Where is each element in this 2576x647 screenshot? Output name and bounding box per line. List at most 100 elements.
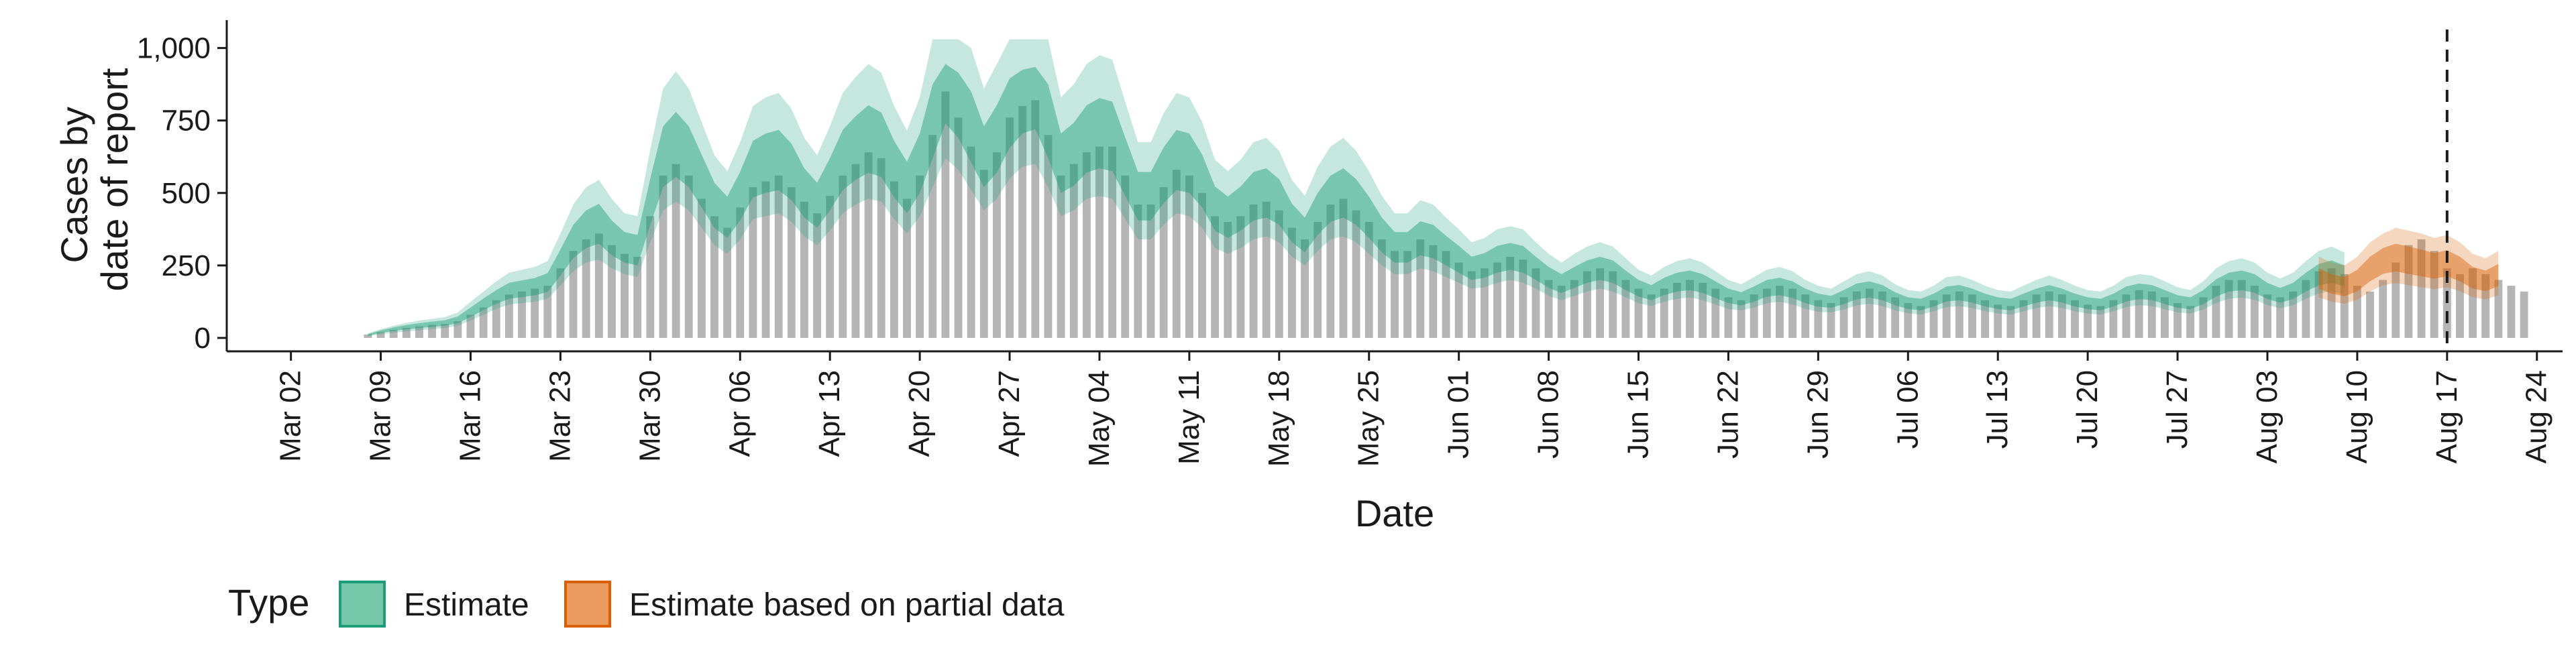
reported-case-bar <box>1596 268 1605 338</box>
reported-case-bar <box>684 175 693 338</box>
reported-case-bar <box>2237 280 2246 338</box>
reported-case-bar <box>723 227 732 338</box>
reported-case-bar <box>466 314 475 338</box>
x-tick-label: Mar 30 <box>633 370 666 462</box>
reported-case-bar <box>402 327 411 338</box>
reported-case-bar <box>1121 175 1130 338</box>
reported-case-bar <box>2096 306 2105 338</box>
estimate-outer-band <box>368 39 2345 337</box>
y-tick-label: 1,000 <box>137 32 211 65</box>
partial-estimate-outer-band <box>2318 227 2499 304</box>
reported-case-bar <box>1480 268 1489 338</box>
legend-label-estimate: Estimate <box>404 587 529 623</box>
reported-case-bar <box>1544 280 1553 338</box>
reported-case-bar <box>1082 152 1091 338</box>
reported-case-bar <box>2494 280 2503 338</box>
reported-case-bar <box>839 175 847 338</box>
reported-case-bar <box>2250 286 2259 338</box>
x-axis-title: Date <box>1355 492 1434 534</box>
reported-case-bar <box>979 170 988 338</box>
reported-case-bar <box>1737 300 1746 338</box>
y-axis-title-line-2: date of report <box>93 68 136 292</box>
y-tick-label: 0 <box>195 322 211 355</box>
reported-case-bar <box>864 152 873 338</box>
x-tick-label: May 04 <box>1083 370 1116 467</box>
reported-case-bar <box>672 164 680 339</box>
x-tick-label: Mar 23 <box>543 370 576 462</box>
reported-case-bar <box>389 329 398 338</box>
reported-case-bar <box>1827 303 1835 338</box>
bars-layer <box>364 91 2528 339</box>
legend: Type Estimate Estimate based on partial … <box>228 581 1065 628</box>
reported-case-bar <box>2456 274 2464 338</box>
reported-case-bar <box>1814 300 1823 338</box>
x-tick-label: Aug 17 <box>2430 370 2463 463</box>
reported-case-bar <box>608 245 616 338</box>
y-tick-label: 500 <box>162 177 211 210</box>
estimate-inner-band <box>368 64 2345 336</box>
reported-case-bar <box>415 326 423 338</box>
bands-layer <box>368 39 2499 337</box>
legend-label-partial-estimate: Estimate based on partial data <box>629 587 1065 623</box>
x-tick-label: May 18 <box>1263 370 1295 467</box>
reported-case-bar <box>492 300 500 338</box>
reported-case-bar <box>1711 288 1720 338</box>
reported-case-bar <box>1429 245 1438 338</box>
reported-case-bar <box>2507 286 2516 338</box>
reported-case-bar <box>2186 306 2195 338</box>
x-tick-label: Jul 13 <box>1981 370 2014 449</box>
reported-case-bar <box>1095 146 1104 338</box>
reported-case-bar <box>1839 297 1848 338</box>
reported-case-bar <box>710 216 718 338</box>
reported-case-bar <box>1403 251 1412 338</box>
reported-case-bar <box>1686 280 1694 338</box>
reported-case-bar <box>1031 100 1040 338</box>
x-tick-label: Apr 06 <box>723 370 756 457</box>
reported-case-bar <box>2340 274 2349 338</box>
reported-case-bar <box>967 146 975 338</box>
reported-case-bar <box>1288 227 1296 338</box>
reported-case-bar <box>1249 204 1258 338</box>
reported-case-bar <box>1519 259 1527 338</box>
reported-case-bar <box>1776 286 1784 338</box>
reported-case-bar <box>569 251 578 338</box>
reported-case-bar <box>697 198 706 338</box>
reported-case-bar <box>1955 291 1964 338</box>
reported-case-bar <box>2006 306 2015 338</box>
reported-case-bar <box>531 288 539 338</box>
reported-case-bar <box>1185 175 1193 338</box>
reported-case-bar <box>1211 216 1220 338</box>
x-tick-label: May 11 <box>1173 370 1205 465</box>
reported-case-bar <box>428 325 437 338</box>
x-tick-label: Apr 20 <box>903 370 936 457</box>
reported-case-bar <box>1134 204 1142 338</box>
reported-case-bar <box>2263 294 2271 338</box>
reported-case-bar <box>1801 294 1810 338</box>
reported-case-bar <box>2135 290 2143 338</box>
reported-case-bar <box>453 320 462 338</box>
reported-case-bar <box>364 334 372 338</box>
legend-title: Type <box>228 581 309 624</box>
reported-case-bar <box>1609 271 1617 338</box>
x-tick-label: Mar 02 <box>274 370 307 462</box>
y-axis-title-line-1: Cases by <box>53 107 95 263</box>
reported-case-bar <box>2443 268 2451 338</box>
reported-case-bar <box>1006 117 1014 338</box>
reported-case-bar <box>1570 280 1578 338</box>
reported-case-bar <box>1557 286 1566 338</box>
reported-case-bar <box>1724 297 1733 338</box>
reported-case-bar <box>2353 286 2361 338</box>
x-tick-label: Jul 20 <box>2071 370 2104 449</box>
reported-case-bar <box>1647 294 1656 338</box>
reported-case-bar <box>1391 251 1399 338</box>
x-tick-label: Aug 10 <box>2341 370 2373 463</box>
reported-case-bar <box>2032 294 2041 338</box>
reported-case-bar <box>2019 300 2028 338</box>
reported-case-bar <box>903 198 911 338</box>
reported-case-bar <box>2289 291 2298 338</box>
x-ticks: Mar 02 Mar 09 Mar 16 Mar 23 Mar 30 Apr 06 Apr … <box>274 351 2553 467</box>
x-tick-label: Apr 13 <box>813 370 846 457</box>
x-tick-label: Jun 15 <box>1622 370 1655 459</box>
reported-case-bar <box>1634 288 1643 338</box>
